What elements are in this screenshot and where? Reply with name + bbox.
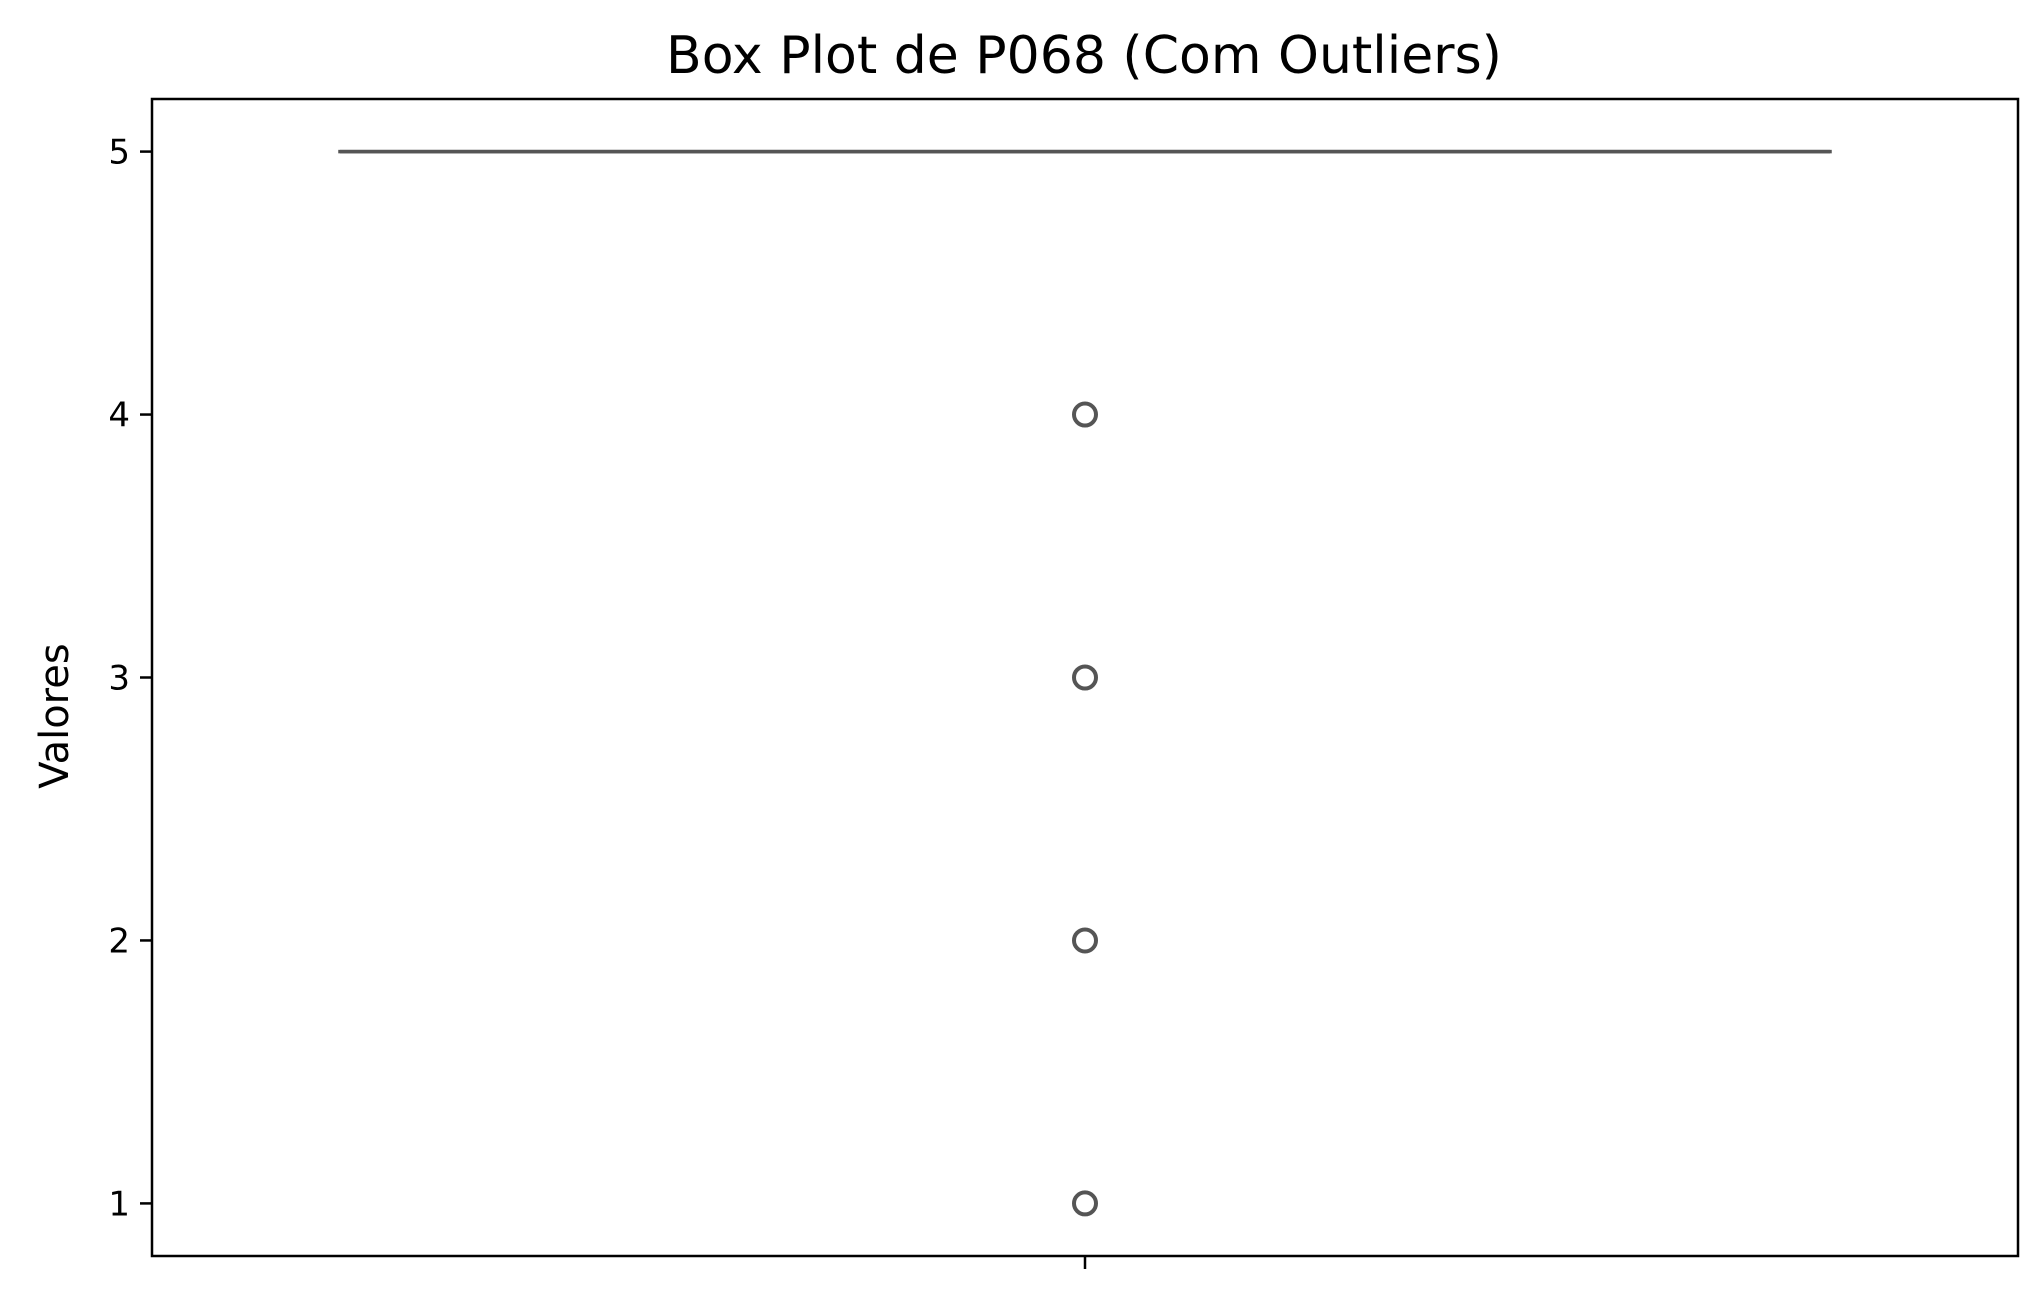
outlier-point (1074, 404, 1096, 426)
chart-title: Box Plot de P068 (Com Outliers) (666, 26, 1502, 86)
y-tick-label: 1 (108, 1184, 130, 1224)
axes-frame (152, 99, 2018, 1256)
outlier-point (1074, 1192, 1096, 1214)
y-axis-label: Valores (32, 643, 78, 788)
outlier-point (1074, 929, 1096, 951)
y-tick-label: 5 (108, 133, 130, 173)
y-tick-label: 4 (108, 396, 130, 436)
y-tick-label: 3 (108, 659, 130, 699)
y-tick-label: 2 (108, 921, 130, 961)
outlier-point (1074, 667, 1096, 689)
plot-area: 1 2 3 4 5 (108, 99, 2018, 1269)
